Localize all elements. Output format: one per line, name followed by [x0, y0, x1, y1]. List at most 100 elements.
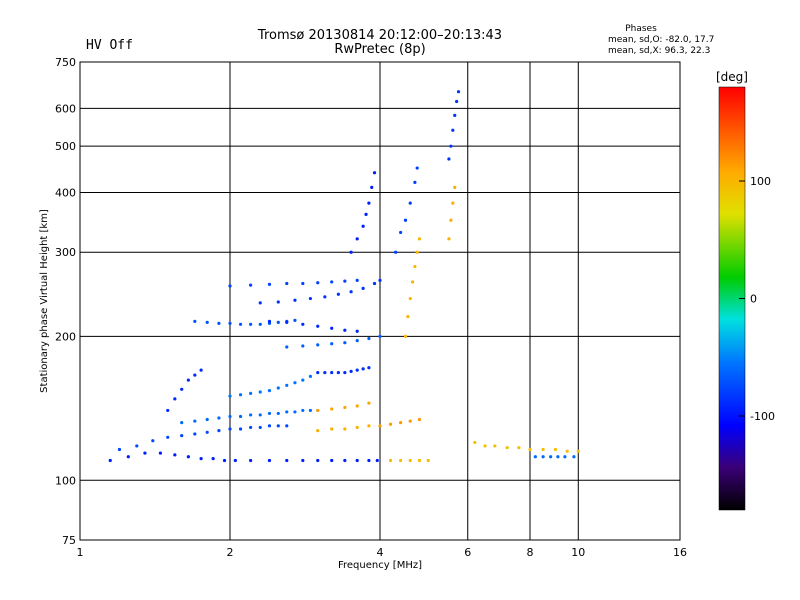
data-point — [456, 90, 461, 94]
data-point — [238, 414, 243, 419]
data-point — [199, 368, 203, 372]
data-point — [355, 278, 359, 282]
data-point — [186, 378, 190, 382]
data-point — [343, 458, 347, 463]
colorbar-tick-label: 100 — [750, 175, 771, 188]
data-point — [316, 281, 320, 285]
x-tick-label: 16 — [673, 546, 687, 559]
data-point — [473, 440, 477, 445]
data-point — [367, 366, 371, 370]
data-point — [249, 322, 253, 326]
data-point — [158, 451, 163, 455]
data-point — [108, 458, 112, 463]
data-point — [285, 383, 289, 387]
data-point — [285, 281, 289, 286]
data-point — [367, 424, 371, 428]
data-point — [258, 390, 262, 394]
data-point — [143, 451, 147, 455]
data-point — [576, 449, 580, 453]
data-point — [258, 413, 262, 417]
data-point — [378, 424, 382, 428]
data-point — [308, 408, 313, 413]
data-point — [549, 455, 553, 459]
plot-subtitle: RwPretec (8p) — [334, 42, 425, 57]
data-point — [367, 401, 371, 405]
data-point — [199, 457, 203, 461]
data-point — [453, 185, 457, 189]
data-point — [403, 334, 408, 338]
data-point — [301, 378, 305, 382]
data-point — [408, 201, 412, 205]
data-point — [316, 429, 320, 433]
data-point — [372, 281, 377, 286]
plot-frame — [79, 61, 681, 541]
data-point — [388, 458, 393, 463]
data-point — [451, 201, 455, 205]
data-point — [505, 446, 509, 450]
data-point — [455, 99, 459, 104]
data-point — [449, 218, 453, 222]
data-point — [173, 453, 177, 457]
data-point — [330, 280, 334, 284]
data-point — [330, 427, 334, 431]
data-point — [166, 408, 170, 413]
x-tick-label: 2 — [227, 546, 234, 559]
data-point — [451, 128, 455, 132]
data-point — [364, 212, 368, 216]
data-point — [276, 424, 280, 428]
data-point — [211, 457, 215, 461]
data-point — [193, 373, 197, 377]
data-point — [238, 427, 243, 431]
data-point — [117, 447, 122, 452]
data-point — [517, 446, 521, 450]
data-point — [349, 369, 353, 373]
data-point — [343, 370, 347, 375]
data-point — [267, 424, 272, 428]
data-point — [301, 458, 305, 463]
data-point — [399, 458, 403, 463]
data-point — [217, 416, 221, 420]
data-point — [447, 157, 451, 161]
data-point — [267, 458, 272, 463]
x-tick-label: 10 — [571, 546, 585, 559]
data-point — [193, 419, 197, 423]
data-point — [336, 292, 340, 296]
data-point — [285, 345, 289, 349]
data-point — [361, 367, 365, 371]
stats-x-line: mean, sd,X: 96.3, 22.3 — [608, 46, 710, 56]
data-point — [330, 407, 334, 411]
data-point — [276, 320, 280, 324]
x-axis-label: Frequency [MHz] — [338, 560, 422, 571]
plot-title: Tromsø 20130814 20:12:00–20:13:43 — [257, 28, 502, 43]
data-point — [205, 430, 209, 434]
data-point — [410, 280, 415, 284]
x-tick-label: 8 — [527, 546, 534, 559]
data-point — [276, 386, 280, 390]
data-point — [355, 404, 359, 408]
y-tick-label: 500 — [55, 140, 76, 153]
data-point — [267, 389, 272, 393]
data-point — [556, 455, 560, 459]
data-point — [528, 447, 532, 452]
stats-o-line: mean, sd,O: -82.0, 17.7 — [608, 35, 714, 45]
data-point — [399, 421, 403, 425]
data-point — [413, 180, 417, 184]
data-point — [249, 391, 253, 395]
data-point — [349, 250, 353, 254]
data-point — [541, 455, 545, 459]
data-point — [258, 425, 262, 430]
data-point — [228, 284, 232, 288]
colorbar-ticks: 100 0 -100 — [739, 175, 775, 423]
data-point — [258, 322, 262, 326]
data-point — [378, 334, 382, 338]
grid-lines — [80, 62, 680, 540]
data-point — [151, 439, 155, 443]
data-point — [355, 458, 359, 463]
data-point — [343, 427, 347, 431]
data-point — [323, 295, 327, 299]
data-point — [355, 338, 359, 343]
data-point — [572, 455, 576, 459]
data-point — [186, 455, 190, 459]
